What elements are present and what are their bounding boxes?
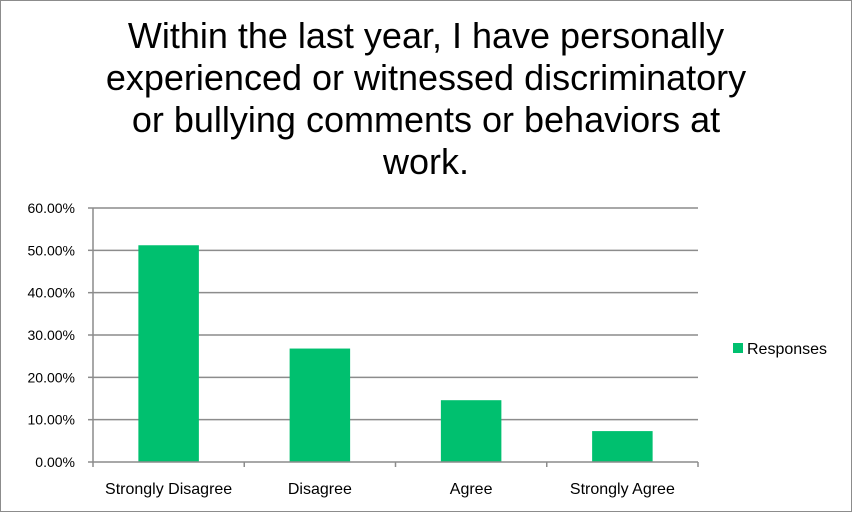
- y-tick-label: 30.00%: [28, 327, 75, 343]
- legend: Responses: [733, 341, 827, 358]
- x-category-label: Strongly Disagree: [105, 481, 232, 498]
- legend-label: Responses: [747, 341, 827, 358]
- legend-swatch: [733, 343, 743, 353]
- bar: [289, 348, 351, 462]
- axes: [88, 207, 699, 467]
- y-tick-label: 60.00%: [28, 200, 75, 216]
- x-category-label: Disagree: [288, 481, 352, 498]
- x-category-label: Strongly Agree: [570, 481, 675, 498]
- y-tick-label: 20.00%: [28, 369, 75, 385]
- y-tick-label: 40.00%: [28, 285, 75, 301]
- chart-title: Within the last year, I have personally …: [105, 15, 747, 182]
- y-tick-label: 0.00%: [35, 454, 75, 470]
- y-axis-tick-labels: 0.00% 10.00% 20.00% 30.00% 40.00% 50.00% 60.00…: [28, 200, 75, 470]
- y-tick-label: 10.00%: [28, 412, 75, 428]
- bar: [440, 400, 502, 462]
- bars: [138, 245, 653, 462]
- y-tick-label: 50.00%: [28, 242, 75, 258]
- x-axis-category-labels: Strongly Disagree Disagree Agree Strongly A…: [105, 481, 675, 498]
- bar: [592, 431, 653, 462]
- x-category-label: Agree: [450, 481, 493, 498]
- bar: [138, 245, 199, 462]
